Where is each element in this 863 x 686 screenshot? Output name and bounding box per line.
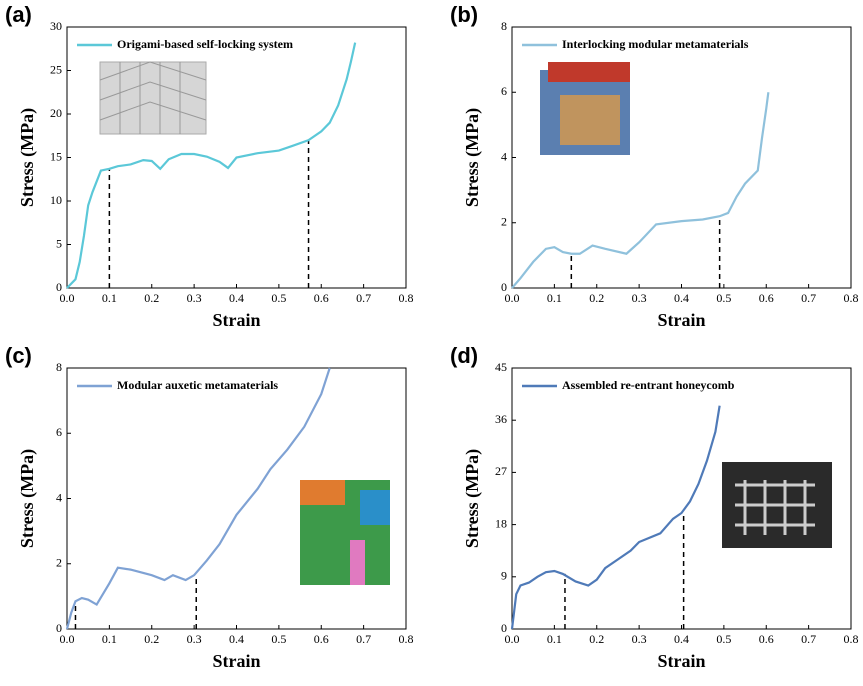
panel-label: (a) <box>5 2 32 27</box>
legend-label: Interlocking modular metamaterials <box>562 37 749 51</box>
x-tick-label: 0.7 <box>356 291 371 305</box>
x-tick-label: 0.3 <box>187 632 202 646</box>
series-line <box>67 368 330 629</box>
x-tick-label: 0.6 <box>759 291 774 305</box>
x-tick-label: 0.8 <box>844 291 859 305</box>
y-axis-label: Stress (MPa) <box>17 449 38 548</box>
x-tick-label: 0.4 <box>674 632 689 646</box>
y-tick-label: 4 <box>56 490 62 504</box>
x-tick-label: 0.8 <box>844 632 859 646</box>
x-tick-label: 0.3 <box>632 632 647 646</box>
series-line <box>512 406 720 629</box>
y-tick-label: 25 <box>50 62 62 76</box>
x-axis-label: Strain <box>657 310 705 330</box>
x-tick-label: 0.2 <box>589 291 604 305</box>
x-axis-label: Strain <box>657 651 705 671</box>
x-axis-label: Strain <box>212 310 260 330</box>
x-tick-label: 0.7 <box>356 632 371 646</box>
y-tick-label: 15 <box>50 149 62 163</box>
y-tick-label: 45 <box>495 360 507 374</box>
y-tick-label: 6 <box>501 84 507 98</box>
panel-label: (c) <box>5 343 32 368</box>
x-tick-label: 0.5 <box>271 291 286 305</box>
y-tick-label: 5 <box>56 236 62 250</box>
x-tick-label: 0.4 <box>674 291 689 305</box>
inset-modular-face <box>560 95 620 145</box>
legend-label: Modular auxetic metamaterials <box>117 378 278 392</box>
inset-origami <box>100 62 206 134</box>
y-axis-label: Stress (MPa) <box>462 449 483 548</box>
x-tick-label: 0.4 <box>229 632 244 646</box>
x-tick-label: 0.3 <box>187 291 202 305</box>
x-tick-label: 0.8 <box>399 632 414 646</box>
legend-label: Assembled re-entrant honeycomb <box>562 378 735 392</box>
legend-label: Origami-based self-locking system <box>117 37 293 51</box>
x-tick-label: 0.1 <box>547 291 562 305</box>
y-tick-label: 0 <box>56 280 62 294</box>
x-tick-label: 0.1 <box>102 291 117 305</box>
panel-label: (b) <box>450 2 478 27</box>
y-axis-label: Stress (MPa) <box>462 108 483 207</box>
x-tick-label: 0.7 <box>801 632 816 646</box>
y-tick-label: 36 <box>495 412 507 426</box>
x-tick-label: 0.1 <box>547 632 562 646</box>
inset-auxetic-blue <box>360 490 390 525</box>
panel-label: (d) <box>450 343 478 368</box>
x-tick-label: 0.5 <box>716 632 731 646</box>
x-tick-label: 0.5 <box>271 632 286 646</box>
y-tick-label: 4 <box>501 149 507 163</box>
inset-auxetic-pink <box>350 540 365 585</box>
y-tick-label: 2 <box>56 556 62 570</box>
y-tick-label: 0 <box>501 621 507 635</box>
x-tick-label: 0.2 <box>144 632 159 646</box>
x-tick-label: 0.3 <box>632 291 647 305</box>
y-tick-label: 0 <box>56 621 62 635</box>
x-tick-label: 0.8 <box>399 291 414 305</box>
x-axis-label: Strain <box>212 651 260 671</box>
inset-auxetic-orange <box>300 480 345 505</box>
x-tick-label: 0.6 <box>759 632 774 646</box>
figure: (d)0.00.10.20.30.40.50.60.70.80918273645… <box>0 0 863 686</box>
x-tick-label: 0.6 <box>314 291 329 305</box>
y-tick-label: 18 <box>495 516 507 530</box>
y-tick-label: 27 <box>495 464 507 478</box>
x-tick-label: 0.2 <box>589 632 604 646</box>
y-tick-label: 8 <box>501 19 507 33</box>
y-axis-label: Stress (MPa) <box>17 108 38 207</box>
y-tick-label: 0 <box>501 280 507 294</box>
x-tick-label: 0.6 <box>314 632 329 646</box>
y-tick-label: 9 <box>501 569 507 583</box>
y-tick-label: 10 <box>50 193 62 207</box>
y-tick-label: 8 <box>56 360 62 374</box>
y-tick-label: 2 <box>501 215 507 229</box>
y-tick-label: 6 <box>56 425 62 439</box>
x-tick-label: 0.1 <box>102 632 117 646</box>
inset-modular-top <box>548 62 630 82</box>
x-tick-label: 0.4 <box>229 291 244 305</box>
y-tick-label: 30 <box>50 19 62 33</box>
y-tick-label: 20 <box>50 106 62 120</box>
x-tick-label: 0.2 <box>144 291 159 305</box>
x-tick-label: 0.5 <box>716 291 731 305</box>
x-tick-label: 0.7 <box>801 291 816 305</box>
